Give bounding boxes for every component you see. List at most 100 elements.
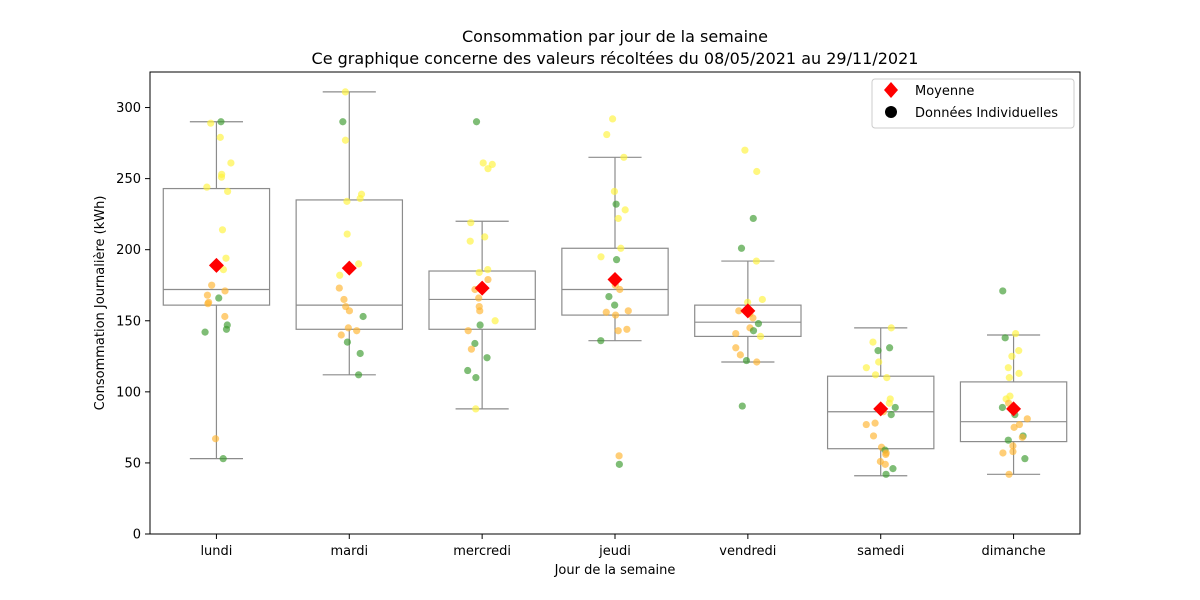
- data-point: [221, 287, 229, 295]
- data-point: [624, 307, 632, 315]
- data-point: [224, 187, 232, 196]
- data-point: [467, 345, 476, 353]
- data-point: [345, 307, 354, 315]
- data-point: [754, 320, 763, 328]
- x-axis: lundi mardi mercredi jeudi vendredi samedi dim…: [200, 534, 1046, 559]
- box-samedi: [826, 327, 935, 477]
- y-tick-label: 250: [116, 172, 141, 187]
- data-point: [1004, 436, 1012, 444]
- y-tick-label: 300: [116, 101, 141, 116]
- y-tick-label: 100: [116, 385, 141, 400]
- data-point: [343, 338, 352, 346]
- data-point: [885, 399, 893, 407]
- data-point: [753, 167, 761, 176]
- x-tick-label: dimanche: [982, 544, 1046, 559]
- mean-marker: [607, 272, 623, 288]
- data-point: [1023, 415, 1031, 423]
- data-point: [615, 452, 623, 460]
- data-point: [218, 226, 227, 234]
- data-point: [737, 244, 746, 252]
- x-tick-label: samedi: [857, 544, 904, 559]
- data-point: [886, 344, 894, 352]
- data-point: [871, 371, 880, 379]
- data-point: [1005, 470, 1013, 478]
- data-point: [221, 312, 229, 321]
- data-point: [874, 347, 882, 355]
- legend-points-label: Données Individuelles: [915, 106, 1058, 121]
- data-point: [472, 374, 480, 382]
- data-point: [732, 329, 740, 338]
- data-point: [203, 183, 211, 191]
- data-point: [1010, 423, 1018, 431]
- data-point: [1009, 447, 1017, 456]
- data-point: [862, 364, 870, 372]
- data-point: [623, 325, 631, 333]
- data-point: [464, 327, 472, 335]
- mean-marker: [873, 401, 889, 417]
- data-point: [999, 287, 1007, 295]
- data-point: [472, 405, 480, 413]
- x-tick-label: mercredi: [453, 544, 511, 559]
- box-iqr: [162, 187, 271, 306]
- data-point: [472, 118, 481, 126]
- data-point: [617, 244, 625, 252]
- mean-marker: [1006, 401, 1022, 417]
- chart-subtitle: Ce graphique concerne des valeurs récolt…: [312, 49, 919, 68]
- x-axis-label: Jour de la semaine: [554, 563, 676, 578]
- data-point: [998, 403, 1007, 412]
- means-layer: [208, 257, 1022, 417]
- data-point: [466, 237, 474, 245]
- data-point: [1008, 352, 1016, 360]
- data-point: [217, 118, 225, 126]
- data-point: [611, 311, 620, 319]
- data-point: [741, 146, 749, 154]
- legend: Moyenne Données Individuelles: [871, 78, 1075, 129]
- data-point: [343, 197, 351, 205]
- data-point: [359, 312, 367, 321]
- data-point: [222, 254, 230, 262]
- legend-mean-label: Moyenne: [915, 84, 974, 99]
- data-point: [476, 321, 484, 329]
- data-point: [869, 338, 877, 346]
- data-point: [1015, 347, 1023, 355]
- data-point: [869, 432, 878, 440]
- chart-title: Consommation par jour de la semaine: [462, 27, 768, 46]
- data-point: [1005, 374, 1013, 382]
- data-point: [1015, 369, 1023, 377]
- data-point: [484, 275, 492, 284]
- data-point: [1012, 329, 1020, 338]
- data-point: [756, 332, 765, 341]
- data-point: [602, 308, 610, 316]
- data-point: [603, 130, 611, 139]
- data-point: [481, 233, 489, 241]
- y-tick-label: 150: [116, 314, 141, 329]
- data-point: [752, 257, 761, 265]
- data-point: [862, 420, 870, 429]
- x-tick-label: jeudi: [598, 544, 631, 559]
- data-point: [203, 291, 212, 299]
- data-point: [484, 265, 492, 274]
- data-point: [208, 281, 216, 289]
- data-point: [1021, 455, 1029, 463]
- data-point: [614, 214, 622, 223]
- data-point: [355, 260, 363, 268]
- data-point: [749, 314, 757, 322]
- data-point: [1015, 420, 1024, 429]
- data-point: [875, 358, 883, 366]
- mean-marker: [740, 303, 756, 319]
- data-point: [479, 159, 487, 167]
- legend-box: [871, 78, 1075, 129]
- data-point: [207, 119, 215, 127]
- mean-marker: [474, 280, 490, 296]
- data-point: [749, 327, 758, 335]
- data-point: [736, 351, 744, 359]
- x-tick-label: vendredi: [719, 544, 776, 559]
- box-iqr: [428, 270, 536, 330]
- data-point: [219, 455, 227, 463]
- data-point: [621, 206, 629, 214]
- data-point: [475, 268, 483, 277]
- y-axis-label: Consommation Journalière (kWh): [93, 196, 108, 411]
- data-point: [340, 295, 348, 304]
- data-point: [615, 460, 623, 468]
- data-point: [887, 324, 895, 332]
